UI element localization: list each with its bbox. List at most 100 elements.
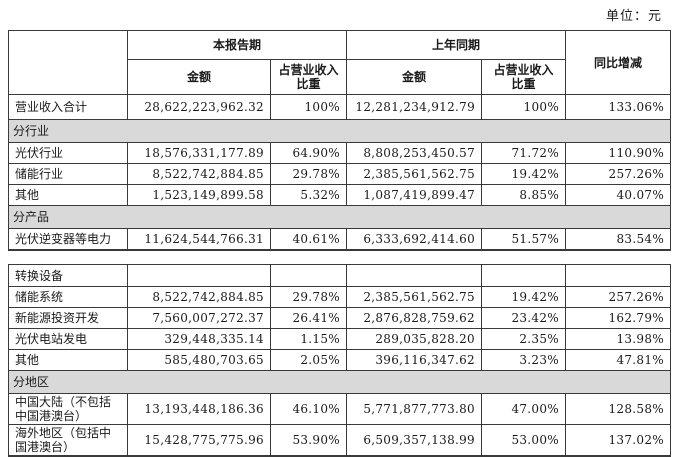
share-prior: 8.85% [481, 184, 567, 206]
yoy-change: 83.54% [565, 228, 672, 251]
amount-current: 13,193,448,186.36 [127, 393, 271, 425]
yoy-change: 47.81% [565, 349, 671, 371]
table-row: 光伏行业 18,576,331,177.89 64.90% 8,808,253,450… [8, 142, 672, 164]
row-label: 新能源投资开发 [8, 307, 128, 329]
yoy-change: 110.90% [565, 142, 672, 164]
amount-prior: 5,771,877,773.80 [346, 393, 482, 425]
amount-prior: 289,035,828.20 [346, 328, 482, 350]
yoy-change: 162.79% [565, 307, 671, 329]
table-row: 其他 585,480,703.65 2.05% 396,116,347.62 3.23%… [8, 349, 671, 371]
table-row: 储能行业 8,522,742,884.85 29.78% 2,385,561,562.… [8, 163, 672, 185]
col-header-yoy-change: 同比增减 [565, 30, 672, 95]
share-current: 5.32% [269, 184, 348, 206]
table-row: 光伏逆变器等电力 11,624,544,766.31 40.61% 6,333,692… [8, 228, 672, 251]
amount-prior [346, 264, 482, 287]
share-prior: 100% [481, 94, 567, 120]
share-current: 1.15% [270, 328, 347, 350]
amount-current: 585,480,703.65 [127, 349, 271, 371]
section-header-label: 分行业 [7, 119, 672, 143]
table-row: 新能源投资开发 7,560,007,272.37 26.41% 2,876,828,7… [8, 307, 671, 329]
share-prior [481, 264, 566, 287]
table-row: 光伏电站发电 329,448,335.14 1.15% 289,035,828.20 2… [8, 328, 671, 350]
share-current: 26.41% [270, 307, 347, 329]
share-current: 29.78% [269, 163, 348, 185]
share-current: 40.61% [269, 228, 348, 251]
yoy-change: 133.06% [565, 94, 672, 120]
share-prior: 47.00% [481, 393, 566, 425]
amount-current: 28,622,223,962.32 [127, 94, 271, 120]
amount-prior: 2,385,561,562.75 [346, 286, 482, 308]
share-current: 2.05% [270, 349, 347, 371]
revenue-table-part1: 本报告期 上年同期 同比增减 金额 占营业收入比重 金额 占营业收入比重 营业收… [7, 30, 672, 251]
amount-current [127, 264, 271, 287]
row-label: 储能行业 [8, 163, 128, 185]
amount-current: 8,522,742,884.85 [127, 163, 271, 185]
share-current: 64.90% [269, 142, 348, 164]
col-header-current-period: 本报告期 [126, 30, 348, 60]
amount-prior: 2,876,828,759.62 [346, 307, 482, 329]
yoy-change: 13.98% [565, 328, 671, 350]
row-label: 光伏行业 [8, 142, 128, 164]
row-label: 中国大陆（不包括中国港澳台） [8, 393, 128, 425]
row-label: 光伏逆变器等电力 [8, 228, 128, 251]
share-prior: 2.35% [481, 328, 566, 350]
col-header-share-current: 占营业收入比重 [269, 59, 348, 95]
row-label: 储能系统 [8, 286, 128, 308]
header-row-metrics: 金额 占营业收入比重 金额 占营业收入比重 [9, 59, 671, 95]
revenue-table-body-part2: 转换设备 储能系统 8,522,742,884.85 29.78% 2,385,561,… [8, 264, 671, 457]
share-prior: 53.00% [481, 424, 566, 457]
amount-current: 1,523,149,899.58 [127, 184, 271, 206]
amount-current: 18,576,331,177.89 [127, 142, 271, 164]
amount-prior: 6,509,357,138.99 [346, 424, 482, 457]
section-header-label: 分地区 [8, 370, 671, 394]
yoy-change: 257.26% [565, 286, 671, 308]
amount-prior: 2,385,561,562.75 [346, 163, 483, 185]
revenue-table-header: 本报告期 上年同期 同比增减 金额 占营业收入比重 金额 占营业收入比重 [8, 30, 672, 95]
share-prior: 71.72% [481, 142, 567, 164]
table-row: 海外地区（包括中国港澳台） 15,428,775,775.96 53.90% 6,50… [8, 424, 671, 457]
share-current: 100% [269, 94, 348, 120]
share-current: 29.78% [270, 286, 347, 308]
amount-prior: 8,808,253,450.57 [346, 142, 483, 164]
col-header-prior-period: 上年同期 [346, 30, 567, 60]
row-label: 转换设备 [8, 264, 128, 287]
amount-prior: 1,087,419,899.47 [346, 184, 483, 206]
col-header-amount-current: 金额 [127, 59, 271, 95]
amount-prior: 396,116,347.62 [346, 349, 482, 371]
header-row-periods: 本报告期 上年同期 同比增减 [8, 30, 672, 95]
amount-prior: 12,281,234,912.79 [346, 94, 483, 120]
row-label: 其他 [8, 184, 128, 206]
corner-cell [8, 30, 128, 95]
table-row: 其他 1,523,149,899.58 5.32% 1,087,419,899.47 8… [8, 184, 672, 206]
yoy-change: 40.07% [565, 184, 672, 206]
section-row-by-product: 分产品 [7, 205, 672, 229]
table-row: 储能系统 8,522,742,884.85 29.78% 2,385,561,562.… [8, 286, 671, 308]
share-current: 46.10% [270, 393, 347, 425]
amount-current: 329,448,335.14 [127, 328, 271, 350]
yoy-change: 128.58% [565, 393, 671, 425]
unit-label: 单位：元 [605, 9, 662, 24]
share-current [270, 264, 347, 287]
section-header-label: 分产品 [7, 205, 672, 229]
table-row: 转换设备 [8, 264, 671, 287]
yoy-change: 137.02% [565, 424, 671, 457]
section-row-by-region: 分地区 [8, 370, 671, 394]
share-prior: 3.23% [481, 349, 566, 371]
table-row: 中国大陆（不包括中国港澳台） 13,193,448,186.36 46.10% 5,7… [8, 393, 671, 425]
amount-current: 7,560,007,272.37 [127, 307, 271, 329]
amount-prior: 6,333,692,414.60 [346, 228, 483, 251]
amount-current: 11,624,544,766.31 [127, 228, 271, 251]
share-prior: 51.57% [481, 228, 567, 251]
row-label: 海外地区（包括中国港澳台） [8, 424, 128, 457]
col-header-amount-prior: 金额 [346, 59, 483, 95]
row-label: 营业收入合计 [8, 94, 128, 120]
share-prior: 19.42% [481, 163, 567, 185]
col-header-share-prior: 占营业收入比重 [481, 59, 567, 95]
row-label: 其他 [8, 349, 128, 371]
share-prior: 19.42% [481, 286, 566, 308]
section-row-by-industry: 分行业 [7, 119, 672, 143]
revenue-table-part2: 转换设备 储能系统 8,522,742,884.85 29.78% 2,385,561,… [8, 264, 671, 457]
amount-current: 15,428,775,775.96 [127, 424, 271, 457]
amount-current: 8,522,742,884.85 [127, 286, 271, 308]
table-row: 营业收入合计 28,622,223,962.32 100% 12,281,234,91… [8, 94, 672, 120]
